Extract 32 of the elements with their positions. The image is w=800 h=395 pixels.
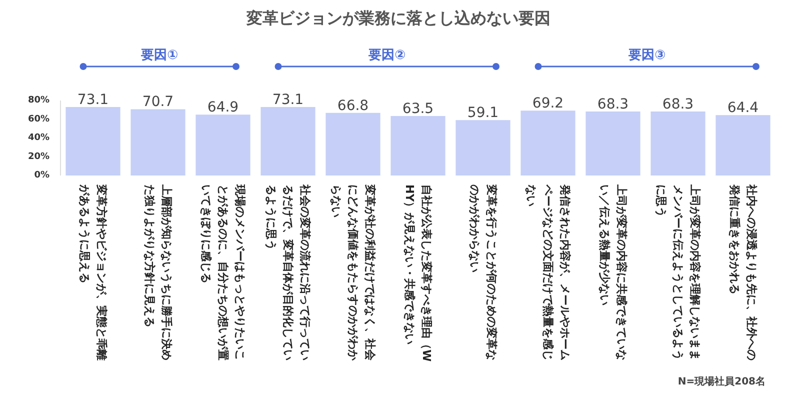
- x-tick-label: 現場のメンバーはもっとやりたいことがあるのに、自分たちの想いが置いてきぼりに感じる: [200, 184, 246, 360]
- y-tick-label: 0%: [34, 170, 50, 180]
- x-tick-label: 上司が変革の内容に共感できていない／伝える熱量が少ない: [598, 184, 628, 360]
- chart-title: 変革ビジョンが業務に落とし込めない要因: [246, 8, 550, 28]
- x-tick-label: 変革方針やビジョンが、実態と乖離があるように思える: [78, 184, 108, 360]
- data-label: 69.2: [532, 96, 564, 112]
- y-tick-label: 20%: [28, 152, 50, 162]
- data-label: 68.3: [597, 96, 629, 112]
- y-tick-label: 40%: [28, 133, 50, 143]
- data-label: 64.9: [207, 100, 239, 116]
- y-tick-label: 60%: [28, 114, 50, 124]
- text: 要因①: [140, 48, 178, 63]
- text: 要因②: [368, 48, 406, 63]
- x-tick-label: 社会の変革の流れに沿って行っているだけで、変革自体が目的化しているように思う: [264, 184, 312, 360]
- data-label: 70.7: [142, 94, 174, 110]
- x-tick-label: 上層部が知らないうちに勝手に決めた独りよがりな方針に見える: [143, 184, 173, 360]
- x-tick-label: 発信された内容が、メールやホームページなどの文面だけで熱量を感じない: [524, 184, 572, 360]
- x-tick-label: 自社が公表した変革すべき理由（WHY）が見えない・共感できない: [403, 184, 433, 362]
- data-label: 59.1: [467, 105, 499, 122]
- text: N=現場社員208名: [678, 376, 766, 388]
- x-tick-label: 社内への浸透よりも先に、社外への発信に重きをおかれる: [728, 184, 758, 360]
- x-tick-label: 上司が変革の内容を理解しないままメンバーに伝えようとしているように思う: [654, 184, 702, 360]
- data-label: 63.5: [402, 100, 434, 117]
- data-label: 68.3: [662, 96, 694, 112]
- data-label: 64.4: [727, 100, 759, 116]
- x-tick-label: 変革が社の利益だけではなく、社会にどんな価値をもたらすのかがわからない: [330, 184, 376, 362]
- data-label: 66.8: [337, 98, 369, 114]
- data-label: 73.1: [77, 92, 109, 108]
- data-label: 73.1: [272, 92, 304, 108]
- text: 要因③: [628, 48, 666, 63]
- x-tick-label: 変革を行うことが何のための変革なのかがわからない: [468, 184, 498, 360]
- y-tick-label: 80%: [28, 96, 50, 106]
